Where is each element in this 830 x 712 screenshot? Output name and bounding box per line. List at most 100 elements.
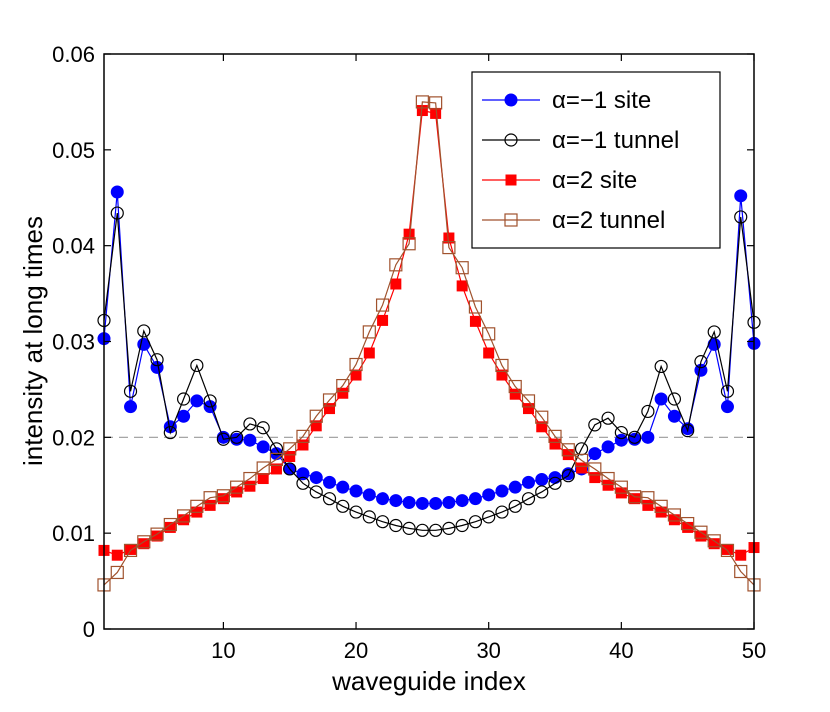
data-point — [310, 420, 322, 432]
data-point — [110, 206, 124, 220]
data-point — [588, 418, 602, 432]
data-point — [296, 476, 310, 490]
data-point — [734, 189, 748, 203]
data-point — [110, 565, 124, 580]
y-axis-label: intensity at long times — [18, 216, 48, 466]
x-tick-label: 50 — [742, 638, 766, 663]
y-tick-label: 0.01 — [52, 521, 95, 546]
data-point — [337, 387, 349, 399]
data-point — [561, 469, 575, 483]
data-point — [363, 347, 375, 359]
data-point — [151, 530, 163, 542]
y-tick-label: 0.03 — [52, 330, 95, 355]
data-point — [269, 452, 284, 466]
data-point — [322, 492, 337, 506]
data-point — [654, 499, 668, 513]
y-tick-label: 0 — [83, 617, 95, 642]
data-point — [402, 521, 416, 535]
data-point — [614, 425, 628, 440]
data-point — [324, 403, 336, 415]
data-point — [375, 515, 390, 529]
data-point — [642, 499, 654, 511]
data-point — [322, 393, 337, 407]
data-point — [256, 440, 270, 454]
data-point — [641, 404, 655, 419]
data-point — [707, 325, 721, 339]
ticks-layer: 10 20 30 40 50 0 0.01 0.02 0.03 0.04 0.05 0.06 — [52, 42, 766, 663]
data-point — [601, 411, 615, 425]
data-point — [667, 392, 682, 406]
data-point — [150, 527, 164, 541]
data-point — [309, 485, 323, 499]
data-point — [734, 210, 748, 224]
data-point — [336, 378, 350, 393]
data-point — [495, 505, 509, 519]
data-point — [217, 493, 229, 505]
data-point — [415, 523, 429, 537]
data-point — [667, 409, 681, 423]
data-point — [375, 298, 390, 312]
data-point — [629, 493, 641, 505]
legend-label: α=2 site — [552, 167, 637, 194]
data-point — [350, 369, 362, 381]
data-point — [402, 496, 416, 509]
data-point — [150, 353, 164, 367]
data-point — [203, 491, 217, 505]
x-tick-label: 10 — [211, 638, 235, 663]
data-point — [628, 430, 642, 444]
data-point — [137, 535, 151, 549]
data-point — [176, 392, 191, 406]
data-point — [125, 543, 137, 555]
data-point — [176, 509, 191, 523]
data-point — [720, 543, 735, 558]
data-point — [429, 496, 443, 510]
data-point — [163, 425, 177, 440]
data-point — [508, 480, 522, 494]
data-point — [349, 484, 363, 498]
series-2 — [97, 206, 761, 537]
data-point — [588, 447, 602, 461]
data-point — [309, 409, 323, 423]
data-point — [296, 429, 310, 443]
data-point — [456, 280, 468, 292]
data-point — [614, 480, 628, 494]
data-point — [163, 517, 177, 532]
data-point — [415, 496, 429, 510]
data-point — [243, 417, 257, 431]
data-point — [576, 462, 588, 474]
data-point — [521, 492, 536, 506]
data-point — [110, 185, 124, 199]
data-point — [549, 438, 561, 450]
data-point — [283, 442, 297, 456]
data-point — [203, 394, 217, 408]
data-point — [190, 358, 204, 373]
data-point — [429, 523, 443, 537]
legend-label: α=−1 tunnel — [552, 127, 679, 154]
data-point — [495, 484, 509, 498]
series-1 — [97, 185, 761, 510]
data-point — [415, 95, 429, 109]
data-point — [601, 471, 615, 486]
data-point — [389, 258, 403, 272]
series-4 — [97, 95, 761, 592]
legend-label: α=−1 site — [552, 87, 651, 114]
data-point — [721, 543, 733, 555]
data-point — [694, 355, 708, 369]
data-point — [244, 480, 256, 492]
y-tick-label: 0.05 — [52, 138, 95, 163]
data-point — [508, 499, 522, 513]
y-tick-label: 0.02 — [52, 425, 95, 450]
series-layer — [97, 95, 761, 592]
legend-item-1: α=−1 site — [482, 87, 651, 114]
data-point — [535, 410, 549, 424]
data-point — [602, 479, 614, 491]
data-point — [536, 421, 548, 433]
data-point — [735, 549, 747, 561]
data-point — [123, 543, 138, 558]
legend-item-2: α=−1 tunnel — [482, 127, 679, 154]
data-point — [720, 400, 734, 414]
data-point — [243, 471, 257, 486]
data-point — [297, 439, 309, 451]
data-point — [231, 486, 243, 498]
data-point — [269, 442, 284, 456]
